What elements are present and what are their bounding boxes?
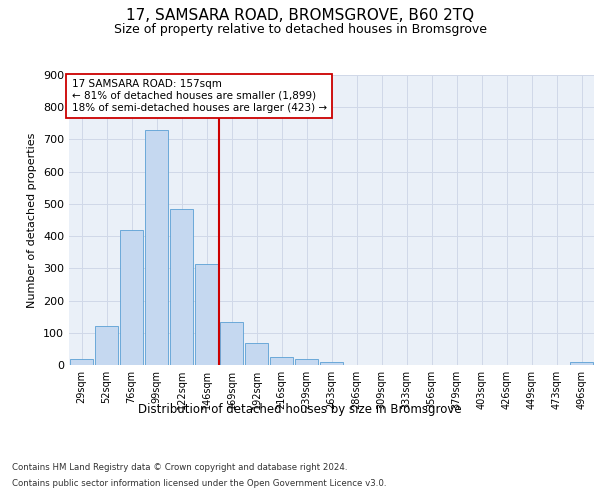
Text: 17 SAMSARA ROAD: 157sqm
← 81% of detached houses are smaller (1,899)
18% of semi: 17 SAMSARA ROAD: 157sqm ← 81% of detache… xyxy=(71,80,327,112)
Text: Contains public sector information licensed under the Open Government Licence v3: Contains public sector information licen… xyxy=(12,479,386,488)
Text: Contains HM Land Registry data © Crown copyright and database right 2024.: Contains HM Land Registry data © Crown c… xyxy=(12,462,347,471)
Bar xyxy=(145,130,169,365)
Y-axis label: Number of detached properties: Number of detached properties xyxy=(28,132,37,308)
Bar xyxy=(320,362,343,365)
Bar xyxy=(194,264,218,365)
Bar xyxy=(220,322,244,365)
Text: Distribution of detached houses by size in Bromsgrove: Distribution of detached houses by size … xyxy=(138,402,462,415)
Bar xyxy=(95,326,118,365)
Bar xyxy=(269,357,293,365)
Text: Size of property relative to detached houses in Bromsgrove: Size of property relative to detached ho… xyxy=(113,22,487,36)
Bar xyxy=(119,230,143,365)
Text: 17, SAMSARA ROAD, BROMSGROVE, B60 2TQ: 17, SAMSARA ROAD, BROMSGROVE, B60 2TQ xyxy=(126,8,474,22)
Bar xyxy=(569,362,593,365)
Bar xyxy=(170,210,193,365)
Bar xyxy=(245,343,268,365)
Bar xyxy=(295,358,319,365)
Bar xyxy=(70,358,94,365)
